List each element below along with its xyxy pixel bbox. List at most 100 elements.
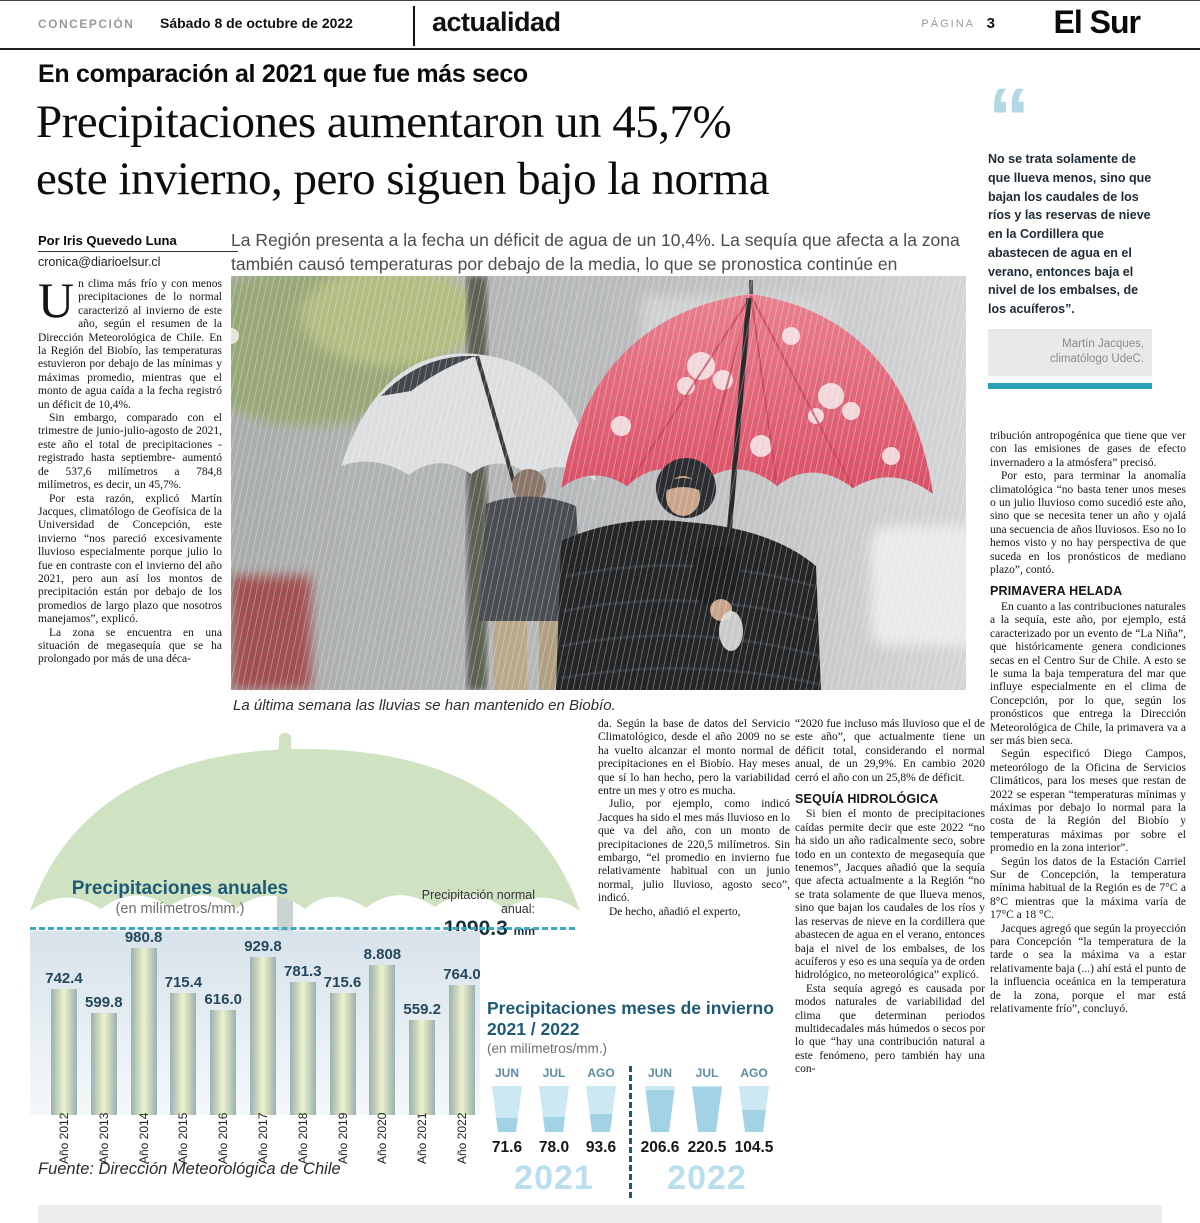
bar-column: 599.8 Año 2013 bbox=[85, 948, 123, 1164]
month-label: JUN bbox=[494, 1066, 519, 1080]
rain-gauge-icon bbox=[492, 1086, 522, 1132]
paragraph: da. Según la base de datos del Servicio … bbox=[598, 718, 790, 798]
attribution-name: Martín Jacques, bbox=[1062, 337, 1144, 350]
annual-chart-subtitle: (en milímetros/mm.) bbox=[115, 901, 245, 917]
bar-value-label: 616.0 bbox=[204, 991, 242, 1008]
bar-year-label: Año 2017 bbox=[255, 1112, 270, 1164]
bar-value-label: 764.0 bbox=[443, 966, 481, 983]
body-column-6: tribución antropogénica que tiene que ve… bbox=[990, 430, 1186, 1186]
headline-line1: Precipitaciones aumentaron un 45,7% bbox=[36, 96, 732, 148]
bar-column: 980.8 Año 2014 bbox=[125, 929, 163, 1164]
bar-year-label: Año 2015 bbox=[176, 1112, 191, 1164]
newspaper-logo: El Sur bbox=[1053, 4, 1141, 40]
month-label: JUL bbox=[695, 1066, 719, 1080]
bar-value-label: 715.6 bbox=[323, 974, 362, 991]
normal-label: Precipitación normal anual: bbox=[421, 888, 535, 916]
bar-value-label: 980.8 bbox=[124, 929, 163, 946]
month-column: AGO 93.6 bbox=[581, 1066, 621, 1157]
section-heading: SEQUÍA HIDROLÓGICA bbox=[795, 792, 939, 807]
paragraph: De hecho, añadió el experto, bbox=[609, 905, 741, 918]
paragraph: Esta sequía agregó es causada por modos … bbox=[795, 982, 985, 1076]
bar-value-label: 742.4 bbox=[45, 970, 83, 987]
bar-column: 559.2 Año 2021 bbox=[403, 948, 441, 1164]
paragraph: Por esta razón, explicó Martín Jacques, … bbox=[38, 492, 222, 626]
bar bbox=[170, 993, 197, 1115]
winter-chart: Precipitaciones meses de invierno 2021 /… bbox=[487, 998, 787, 1198]
annual-chart-header: Precipitaciones anuales (en milímetros/m… bbox=[60, 878, 300, 917]
bar-column: 715.4 Año 2015 bbox=[165, 948, 203, 1164]
bar-column: 715.6 Año 2019 bbox=[323, 948, 362, 1164]
annual-chart-title: Precipitaciones anuales bbox=[71, 878, 289, 899]
paragraph: Sin embargo, comparado con el trimestre … bbox=[38, 412, 222, 492]
cup-row: JUN 206.6 JUL 220.5 AGO 104.5 bbox=[640, 1066, 774, 1157]
dropcap: U bbox=[38, 278, 75, 328]
paragraph: Jacques agregó que según la proyección p… bbox=[990, 922, 1186, 1016]
article-photo bbox=[231, 276, 966, 690]
paragraph: Según los datos de la Estación Carriel S… bbox=[990, 855, 1186, 922]
paragraph: Si bien el monto de precipitaciones caíd… bbox=[795, 808, 985, 982]
byline: Por Iris Quevedo Luna cronica@diarioelsu… bbox=[38, 233, 238, 269]
byline-author: Por Iris Quevedo Luna bbox=[38, 233, 238, 252]
bar-value-label: 781.3 bbox=[284, 963, 322, 980]
bar-year-label: Año 2014 bbox=[136, 1112, 151, 1164]
masthead-divider bbox=[413, 6, 415, 46]
winter-year-label: 2021 bbox=[514, 1159, 594, 1197]
bar bbox=[409, 1020, 436, 1115]
bar-year-label: Año 2020 bbox=[375, 1112, 390, 1164]
headline: Precipitaciones aumentaron un 45,7% este… bbox=[36, 94, 986, 208]
rain-gauge-icon bbox=[586, 1086, 616, 1132]
body-column-5: “2020 fue incluso más lluvioso que el de… bbox=[795, 718, 985, 1186]
pull-quote: “ No se trata solamente de que llueva me… bbox=[988, 88, 1152, 389]
winter-chart-title: Precipitaciones meses de invierno 2021 /… bbox=[487, 998, 774, 1039]
winter-group: JUN 206.6 JUL 220.5 AGO 104.5 2022 bbox=[640, 1066, 774, 1198]
attribution-role: climatólogo UdeC. bbox=[1050, 353, 1144, 366]
month-column: JUL 78.0 bbox=[534, 1066, 574, 1157]
pull-quote-text: No se trata solamente de que llueva meno… bbox=[988, 152, 1152, 316]
bar-column: 742.4 Año 2012 bbox=[45, 948, 83, 1164]
bar bbox=[51, 989, 77, 1115]
month-column: JUN 71.6 bbox=[487, 1066, 527, 1157]
paragraph: Por esto, para terminar la anomalía clim… bbox=[990, 470, 1186, 577]
month-value: 104.5 bbox=[734, 1139, 774, 1156]
bar bbox=[329, 993, 356, 1115]
rain-gauge-fill bbox=[586, 1113, 616, 1132]
bar-column: 781.3 Año 2018 bbox=[284, 948, 322, 1164]
winter-year-label: 2022 bbox=[667, 1159, 747, 1197]
rain-gauge-fill bbox=[539, 1116, 569, 1132]
bar-value-label: 929.8 bbox=[244, 938, 282, 955]
quote-icon: “ bbox=[988, 88, 1030, 144]
winter-divider bbox=[629, 1066, 632, 1198]
footer-band bbox=[38, 1205, 1162, 1223]
headline-line2: este invierno, pero siguen bajo la norma bbox=[36, 153, 770, 205]
section-heading: PRIMAVERA HELADA bbox=[990, 584, 1123, 599]
bar-column: 8.808 Año 2020 bbox=[364, 946, 402, 1164]
bar-year-label: Año 2021 bbox=[415, 1112, 430, 1164]
normal-reference-line bbox=[30, 927, 575, 930]
bar-value-label: 599.8 bbox=[85, 994, 123, 1011]
byline-email: cronica@diarioelsur.cl bbox=[38, 255, 161, 269]
masthead-city: CONCEPCIÓN bbox=[38, 17, 135, 31]
paragraph: tribución antropogénica que tiene que ve… bbox=[990, 430, 1186, 469]
rain-gauge-icon bbox=[692, 1086, 722, 1132]
bar-year-label: Año 2013 bbox=[96, 1112, 111, 1164]
paragraph: Julio, por ejemplo, como indicó Jacques … bbox=[598, 798, 790, 905]
bar bbox=[369, 965, 396, 1115]
rain-gauge-icon bbox=[645, 1086, 675, 1132]
pull-quote-attribution: Martín Jacques, climatólogo UdeC. bbox=[988, 328, 1152, 376]
masthead: CONCEPCIÓN Sábado 8 de octubre de 2022 a… bbox=[0, 0, 1200, 50]
bar bbox=[210, 1010, 237, 1115]
month-value: 71.6 bbox=[491, 1139, 523, 1156]
winter-chart-subtitle: (en milímetros/mm.) bbox=[487, 1041, 608, 1056]
bar-year-label: Año 2016 bbox=[216, 1112, 231, 1164]
rain-gauge-fill bbox=[692, 1086, 722, 1132]
month-column: AGO 104.5 bbox=[734, 1066, 774, 1157]
bar-year-label: Año 2012 bbox=[57, 1112, 71, 1164]
kicker: En comparación al 2021 que fue más seco bbox=[38, 60, 528, 88]
bar-year-label: Año 2018 bbox=[295, 1112, 310, 1164]
accent-bar bbox=[988, 382, 1152, 389]
bar bbox=[90, 1013, 117, 1115]
bar-value-label: 559.2 bbox=[403, 1001, 441, 1018]
